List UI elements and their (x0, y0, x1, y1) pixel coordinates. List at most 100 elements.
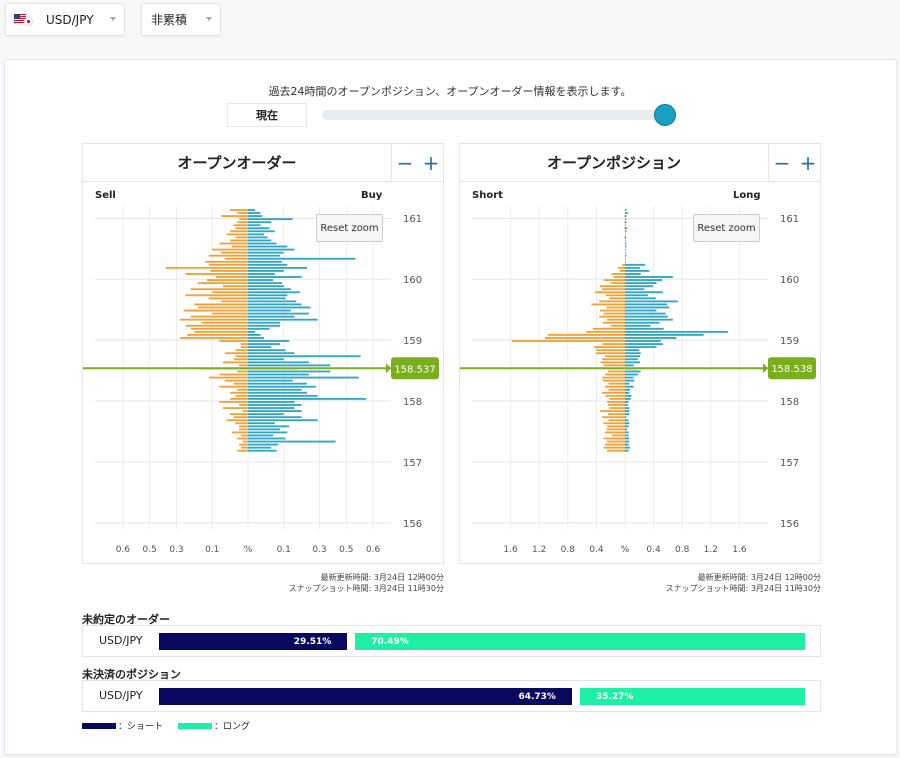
right-bar (248, 440, 336, 443)
zoom-in-button[interactable]: + (422, 150, 440, 175)
left-bar (586, 330, 625, 333)
right-bar (248, 269, 284, 272)
left-bar (613, 276, 625, 278)
right-bar (625, 279, 663, 281)
right-bar (625, 397, 631, 400)
reset-zoom-button[interactable]: Reset zoom (693, 214, 760, 242)
us-jp-flag-icon (14, 13, 36, 26)
time-slider-track[interactable] (322, 110, 666, 120)
right-bar (625, 236, 627, 239)
left-bar (230, 239, 248, 242)
right-bar (248, 407, 295, 409)
right-bar (248, 355, 361, 358)
right-bar (248, 245, 288, 248)
left-bar (235, 349, 248, 352)
left-bar (609, 397, 625, 400)
unfilled-orders-ratio-row: USD/JPY 29.51% 70.49% (82, 625, 821, 657)
time-slider-handle[interactable] (654, 104, 676, 126)
left-bar (239, 404, 248, 406)
left-bar (208, 297, 248, 300)
left-bar (201, 321, 248, 324)
right-bar (625, 425, 629, 428)
right-bar (248, 227, 270, 230)
bars (512, 209, 728, 452)
right-bar (625, 394, 632, 397)
right-bar (248, 352, 295, 355)
right-bar (625, 273, 641, 275)
right-bar (625, 306, 670, 309)
right-bar (625, 361, 641, 364)
chevron-down-icon (206, 17, 212, 21)
left-bar (624, 215, 625, 217)
right-bar (248, 413, 284, 416)
left-bar (194, 303, 248, 306)
right-bar (248, 321, 281, 324)
right-bar (248, 291, 300, 294)
left-bar (230, 391, 248, 394)
reset-zoom-button[interactable]: Reset zoom (316, 214, 383, 242)
left-bar (237, 370, 248, 373)
left-bar (235, 394, 248, 397)
right-bar (248, 431, 288, 434)
left-bar (222, 361, 248, 364)
right-bar (248, 257, 356, 260)
left-bar (242, 440, 248, 443)
y-tick-label: 161 (403, 214, 422, 225)
right-bar (625, 346, 657, 349)
left-bar (599, 315, 625, 318)
right-bar (248, 230, 275, 233)
right-bar (248, 221, 272, 224)
left-bar (607, 425, 625, 428)
y-tick-label: 159 (780, 336, 799, 347)
left-bar (602, 343, 625, 345)
right-bar (248, 279, 274, 281)
left-bar (221, 215, 248, 217)
left-bar (608, 388, 625, 391)
right-bar (625, 251, 626, 254)
left-bar (602, 358, 625, 361)
open-orders-chart: 161 160 159 158 157 156 0.6 0.5 0.3 0.1% 0.1 0.3 0.5… (83, 206, 439, 555)
chevron-down-icon (110, 17, 116, 21)
left-bar (592, 327, 625, 330)
zoom-out-button[interactable]: − (773, 150, 791, 175)
right-bar (248, 361, 309, 364)
y-tick-label: 159 (403, 336, 422, 347)
x-tick-label: 0.3 (312, 545, 326, 555)
left-bar (602, 288, 625, 291)
left-bar (185, 294, 248, 297)
accumulation-mode-select[interactable]: 非累積 (141, 3, 221, 36)
right-bar (625, 431, 629, 434)
left-bar (624, 236, 625, 239)
right-bar (625, 407, 630, 409)
zoom-in-button[interactable]: + (799, 150, 817, 175)
right-bar (625, 382, 630, 385)
right-bar (625, 364, 634, 367)
zoom-out-button[interactable]: − (396, 150, 414, 175)
right-bar (248, 416, 302, 419)
currency-pair-select[interactable]: USD/JPY (5, 3, 125, 36)
short-label: Short (472, 190, 503, 201)
right-bar (248, 303, 302, 306)
right-bar (625, 416, 627, 419)
right-bar (625, 260, 626, 263)
right-bar (248, 294, 288, 297)
right-bar (625, 215, 627, 217)
now-button[interactable]: 現在 (227, 103, 307, 127)
left-bar (233, 358, 248, 361)
right-bar (248, 358, 284, 361)
left-bar (190, 288, 248, 291)
right-bar (248, 276, 302, 278)
left-bar (544, 337, 625, 339)
x-tick-label: 0.6 (366, 545, 381, 555)
right-bar (248, 306, 311, 309)
right-bar (625, 376, 634, 379)
bars (165, 209, 366, 452)
right-bar (248, 242, 277, 245)
left-bar (603, 279, 625, 281)
left-bar (604, 355, 625, 358)
left-bar (603, 446, 625, 449)
ratio-pair-label: USD/JPY (99, 689, 143, 702)
positions-snapshot-time: スナップショット時間: 3月24日 11時30分 (665, 584, 821, 593)
right-bar (625, 224, 626, 227)
x-tick-label: 0.5 (339, 545, 353, 555)
